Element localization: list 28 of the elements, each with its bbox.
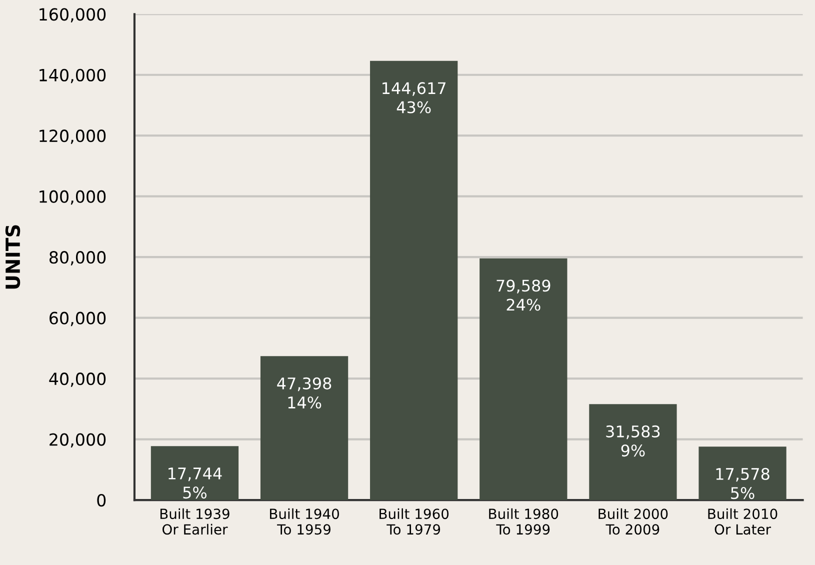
- data-label: 79,589 24%: [496, 280, 550, 311]
- bar: [698, 446, 786, 500]
- bar: [480, 258, 568, 500]
- y-tick-label: 140,000: [40, 68, 106, 84]
- y-axis-title: UNITS: [5, 225, 20, 289]
- data-label: 17,578 5%: [716, 468, 770, 500]
- y-tick-label: 40,000: [49, 372, 106, 387]
- y-tick-label: 0: [97, 494, 106, 507]
- y-tick-label: 120,000: [40, 130, 106, 144]
- x-tick-label: Built 1940 To 1959: [270, 508, 339, 535]
- x-tick-label: Built 1939 Or Earlier: [160, 508, 230, 535]
- y-tick-label: 60,000: [50, 312, 106, 326]
- bar: [370, 60, 458, 500]
- data-label: 31,583 9%: [606, 425, 660, 457]
- y-tick-label: 160,000: [40, 8, 106, 22]
- x-tick-label: Built 1960 To 1979: [380, 508, 449, 535]
- y-tick-label: 80,000: [50, 251, 106, 266]
- y-tick-label: 100,000: [40, 190, 106, 205]
- bar: [150, 446, 239, 500]
- x-tick-label: Built 2000 To 2009: [598, 508, 668, 535]
- bar: [260, 356, 348, 500]
- x-tick-label: Built 1980 To 1999: [489, 508, 558, 535]
- bar: [589, 404, 677, 500]
- data-label: 144,617 43%: [382, 82, 446, 114]
- x-tick-label: Built 2010 Or Later: [708, 508, 778, 535]
- data-label: 47,398 14%: [277, 377, 332, 409]
- y-tick-label: 20,000: [50, 433, 106, 448]
- data-label: 17,744 5%: [168, 468, 222, 499]
